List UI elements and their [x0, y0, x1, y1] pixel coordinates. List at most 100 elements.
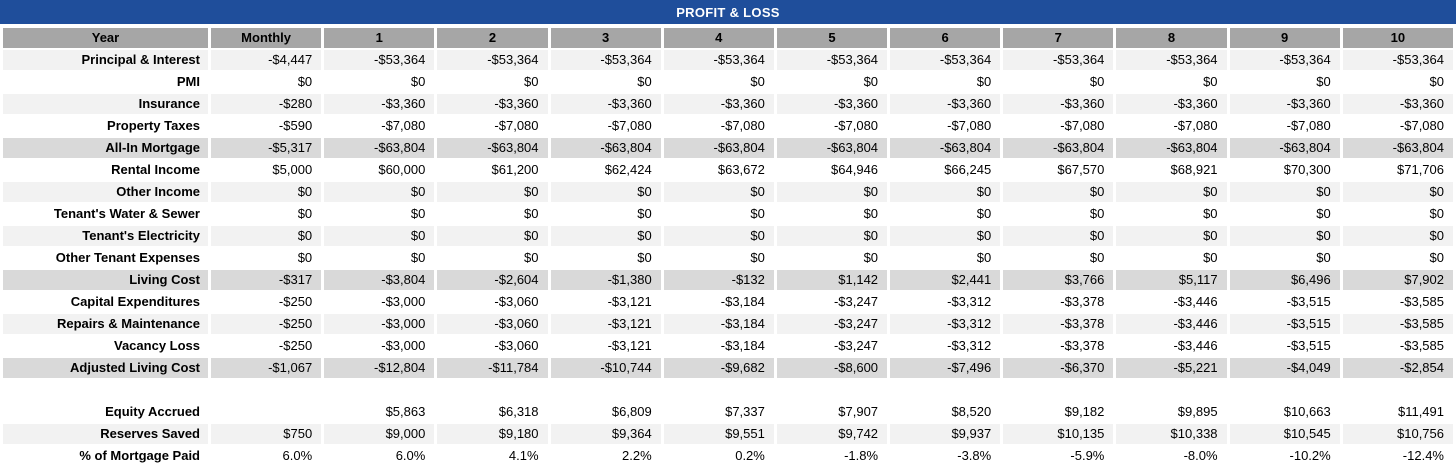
column-header[interactable]: 3	[550, 28, 661, 48]
cell[interactable]: -$3,360	[1116, 94, 1227, 114]
row-label[interactable]: Property Taxes	[107, 118, 200, 133]
cell[interactable]: $10,135	[1003, 424, 1114, 444]
cell[interactable]: $0	[663, 226, 774, 246]
cell[interactable]: $0	[776, 182, 888, 202]
cell[interactable]: -$3,121	[550, 314, 661, 334]
row-label[interactable]: Equity Accrued	[105, 404, 200, 419]
cell[interactable]: $0	[410, 206, 426, 221]
cell[interactable]: -5.9%	[1070, 448, 1105, 463]
cell[interactable]: -$6,370	[1003, 358, 1114, 378]
cell[interactable]: $64,946	[831, 162, 879, 177]
cell[interactable]: $0	[1203, 206, 1218, 221]
cell[interactable]: 2.2%	[622, 448, 652, 463]
cell[interactable]: -$12,804	[324, 358, 435, 378]
cell[interactable]: -$53,364	[324, 50, 435, 70]
row-label[interactable]: Tenant's Water & Sewer	[53, 206, 200, 221]
cell[interactable]: $0	[324, 226, 435, 246]
cell[interactable]: -$3,312	[890, 314, 1001, 334]
cell[interactable]: -$3,378	[1003, 314, 1114, 334]
cell[interactable]: -$317	[211, 270, 322, 290]
cell[interactable]: -3.8%	[957, 448, 992, 463]
cell[interactable]: $9,937	[890, 424, 1001, 444]
cell[interactable]: -$3,184	[663, 314, 774, 334]
cell[interactable]: -$3,121	[607, 294, 652, 309]
cell[interactable]: $0	[637, 74, 652, 89]
cell[interactable]: -$53,364	[1342, 50, 1453, 70]
cell[interactable]: -$3,060	[437, 314, 548, 334]
cell[interactable]: -$3,585	[1399, 294, 1444, 309]
cell[interactable]: $0	[750, 74, 765, 89]
row-label[interactable]: Capital Expenditures	[70, 294, 200, 309]
column-header[interactable]: 5	[776, 28, 888, 48]
row-label[interactable]: All-In Mortgage	[3, 138, 208, 158]
cell[interactable]: $0	[297, 206, 313, 221]
row-label[interactable]: Living Cost	[3, 270, 208, 290]
cell[interactable]: $0	[1342, 226, 1453, 246]
cell[interactable]: -$53,364	[663, 50, 774, 70]
cell[interactable]: -$3,247	[776, 314, 888, 334]
cell[interactable]: -$1,067	[211, 358, 322, 378]
cell[interactable]: $0	[211, 226, 322, 246]
cell[interactable]: $9,180	[437, 424, 548, 444]
cell[interactable]: -$3,312	[947, 294, 992, 309]
cell[interactable]: $0	[1203, 74, 1218, 89]
cell[interactable]: $5,000	[272, 162, 313, 177]
cell[interactable]: $11,491	[1397, 404, 1444, 419]
cell[interactable]: $0	[410, 74, 426, 89]
cell[interactable]: $0	[1342, 182, 1453, 202]
cell[interactable]: $62,424	[604, 162, 652, 177]
row-label[interactable]: Adjusted Living Cost	[3, 358, 208, 378]
cell[interactable]: -$10,744	[550, 358, 661, 378]
cell[interactable]: -$3,585	[1342, 314, 1453, 334]
cell[interactable]: $0	[297, 74, 313, 89]
cell[interactable]: -$3,360	[1229, 94, 1340, 114]
cell[interactable]: -$7,080	[1399, 118, 1444, 133]
column-header[interactable]: 2	[437, 28, 548, 48]
cell[interactable]: -$3,378	[1060, 338, 1105, 353]
cell[interactable]: -$9,682	[663, 358, 774, 378]
cell[interactable]: -$63,804	[1003, 138, 1114, 158]
row-label[interactable]: Principal & Interest	[3, 50, 208, 70]
cell[interactable]: 6.0%	[282, 448, 313, 463]
cell[interactable]: $0	[410, 250, 426, 265]
cell[interactable]: $9,182	[1064, 404, 1105, 419]
cell[interactable]: $0	[1316, 206, 1331, 221]
cell[interactable]: $8,520	[951, 404, 992, 419]
cell[interactable]: -$3,515	[1286, 338, 1331, 353]
cell[interactable]: -$3,247	[833, 294, 879, 309]
cell[interactable]: -$3,804	[324, 270, 435, 290]
cell[interactable]: $6,318	[498, 404, 539, 419]
cell[interactable]: $7,907	[838, 404, 879, 419]
cell[interactable]: $71,706	[1397, 162, 1444, 177]
cell[interactable]: $10,663	[1283, 404, 1331, 419]
cell[interactable]: $9,000	[324, 424, 435, 444]
cell[interactable]: $0	[776, 226, 888, 246]
cell[interactable]: -$3,446	[1173, 338, 1218, 353]
cell[interactable]: -$53,364	[1229, 50, 1340, 70]
cell[interactable]: -$63,804	[550, 138, 661, 158]
cell[interactable]: -$7,080	[381, 118, 426, 133]
cell[interactable]: -$250	[278, 338, 313, 353]
cell[interactable]: $0	[1203, 250, 1218, 265]
cell[interactable]: $0	[550, 226, 661, 246]
cell[interactable]: -$2,854	[1342, 358, 1453, 378]
cell[interactable]: $0	[976, 74, 992, 89]
cell[interactable]: $0	[863, 250, 879, 265]
cell[interactable]: $6,809	[611, 404, 652, 419]
cell[interactable]: -$2,604	[437, 270, 548, 290]
cell[interactable]: $0	[550, 182, 661, 202]
cell[interactable]: -$280	[211, 94, 322, 114]
cell[interactable]: -$5,317	[211, 138, 322, 158]
cell[interactable]: $0	[1429, 250, 1444, 265]
cell[interactable]: $0	[437, 226, 548, 246]
row-label[interactable]: PMI	[176, 74, 200, 89]
cell[interactable]: -$3,360	[1342, 94, 1453, 114]
column-header[interactable]: 7	[1003, 28, 1114, 48]
cell[interactable]: $0	[663, 182, 774, 202]
column-header[interactable]: 4	[663, 28, 774, 48]
cell[interactable]: $0	[1089, 74, 1105, 89]
cell[interactable]: -$4,049	[1229, 358, 1340, 378]
cell[interactable]: -$3,515	[1229, 314, 1340, 334]
cell[interactable]: -$7,080	[607, 118, 652, 133]
cell[interactable]: $7,902	[1342, 270, 1453, 290]
